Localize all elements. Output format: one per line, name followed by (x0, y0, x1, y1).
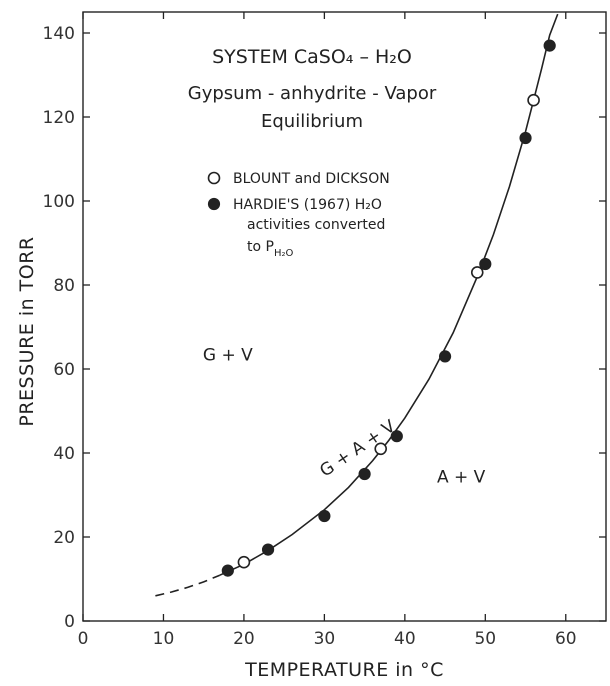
point-blount-dickson (527, 93, 540, 107)
legend-open-circle-marker (207, 171, 221, 185)
legend: BLOUNT and DICKSON HARDIE'S (1967) H₂O a… (207, 171, 390, 259)
x-tick-label: 20 (233, 629, 255, 649)
point-hardie (221, 564, 234, 577)
legend-label-hardie-line-1: HARDIE'S (1967) H₂O (233, 197, 382, 213)
point-hardie (358, 467, 371, 481)
legend-label-blount: BLOUNT and DICKSON (233, 171, 390, 187)
chart-title-line-2: Gypsum - anhydrite - Vapor (188, 83, 437, 104)
curve-dashed-extrapolation (155, 574, 221, 597)
data-points (221, 39, 556, 577)
point-blount-dickson (374, 442, 388, 456)
x-tick-label: 40 (394, 629, 416, 649)
y-axis-ticks: 0 20 40 60 80 100 120 140 (43, 24, 606, 632)
plot-border (82, 11, 607, 622)
legend-label-hardie-line-3: to PH₂O (247, 239, 293, 259)
point-hardie (390, 430, 403, 443)
point-blount-dickson (237, 555, 251, 569)
y-tick-label: 40 (53, 444, 75, 464)
point-hardie (261, 543, 275, 556)
x-tick-label: 50 (474, 629, 496, 649)
legend-filled-circle-marker (207, 197, 221, 211)
y-tick-label: 0 (64, 612, 75, 632)
x-tick-label: 0 (78, 629, 89, 649)
region-label-anhydrite-vapor: A + V (437, 467, 486, 487)
y-tick-label: 100 (43, 192, 75, 212)
chart-title-line-3: Equilibrium (261, 111, 363, 132)
plot-frame (82, 11, 607, 622)
x-axis-ticks: 0 10 20 30 40 50 60 (78, 12, 577, 649)
x-tick-label: 60 (555, 629, 577, 649)
point-hardie (318, 509, 331, 523)
y-tick-label: 140 (43, 24, 75, 44)
chart-title-line-1: SYSTEM CaSO₄ – H₂O (212, 46, 412, 68)
point-hardie (519, 131, 532, 145)
y-tick-label: 80 (53, 276, 75, 296)
point-hardie (479, 257, 492, 271)
legend-label-hardie-line-2: activities converted (247, 217, 385, 233)
y-tick-label: 120 (43, 108, 75, 128)
region-label-gypsum-anhydrite-vapor: G + A + V (316, 416, 399, 481)
point-hardie (543, 39, 556, 52)
point-hardie (438, 350, 452, 363)
x-axis-title: TEMPERATURE in °C (244, 659, 444, 681)
point-blount-dickson (470, 266, 484, 279)
x-tick-label: 30 (314, 629, 336, 649)
y-tick-label: 60 (53, 360, 75, 380)
y-axis-title: PRESSURE in TORR (16, 236, 38, 426)
chart-title: SYSTEM CaSO₄ – H₂O Gypsum - anhydrite - … (188, 46, 437, 132)
region-label-gypsum-vapor: G + V (203, 346, 253, 366)
y-tick-label: 20 (53, 528, 75, 548)
x-tick-label: 10 (153, 629, 175, 649)
